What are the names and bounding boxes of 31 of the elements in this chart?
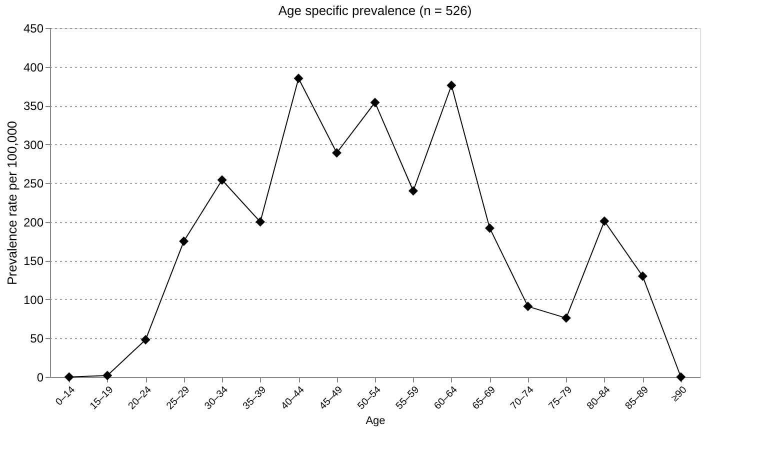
y-tick-label: 150 <box>23 254 44 268</box>
y-tick-label: 0 <box>36 370 44 384</box>
y-tick-label: 250 <box>23 176 44 191</box>
y-axis-title: Prevalence rate per 100,000 <box>4 120 20 286</box>
y-tick-label: 50 <box>30 332 44 346</box>
point <box>256 217 266 227</box>
x-axis-title: Age <box>366 415 386 428</box>
y-tick-label: 450 <box>23 22 44 36</box>
point <box>408 186 418 196</box>
point <box>294 74 304 84</box>
y-tick-label: 350 <box>23 99 44 114</box>
chart-title: Age specific prevalence (n = 526) <box>278 3 472 18</box>
y-tick-label: 300 <box>23 138 44 152</box>
point <box>638 271 648 281</box>
point <box>140 335 150 345</box>
point <box>523 302 533 312</box>
y-tick-label: 100 <box>23 292 44 307</box>
point <box>64 372 74 382</box>
y-tick-label: 400 <box>23 60 44 74</box>
point <box>332 148 342 158</box>
point <box>676 372 686 382</box>
y-tick-label: 200 <box>23 215 44 230</box>
point <box>561 313 571 323</box>
point <box>484 223 494 233</box>
point <box>217 175 227 185</box>
point <box>370 98 380 108</box>
point <box>600 216 610 226</box>
point <box>446 80 456 90</box>
point <box>102 370 112 380</box>
x-tick-label: ≥90 <box>670 384 690 404</box>
point <box>179 236 189 246</box>
